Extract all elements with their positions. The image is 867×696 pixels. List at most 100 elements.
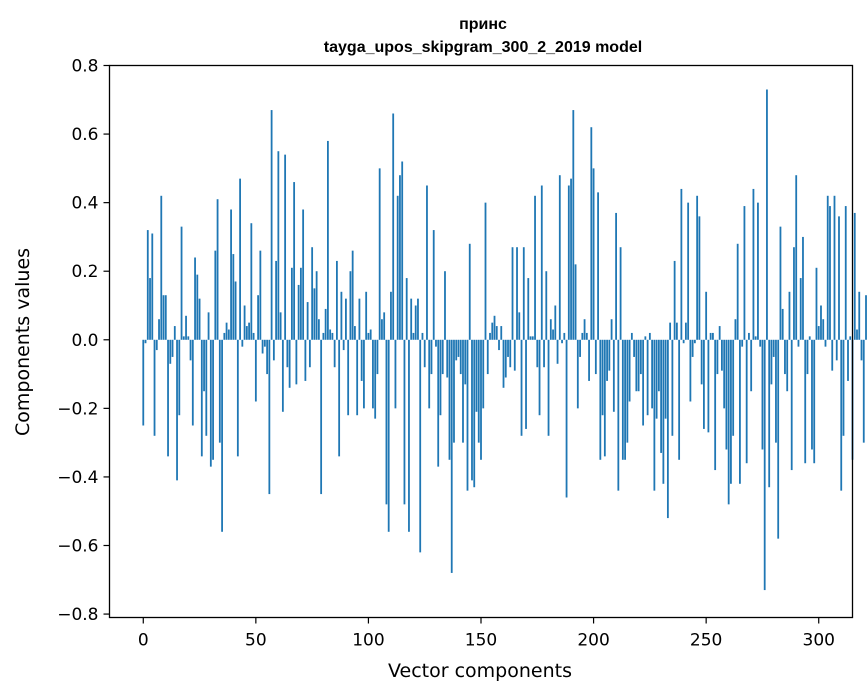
bar (628, 339, 631, 402)
bar (153, 339, 156, 436)
bar (491, 322, 494, 340)
bar (838, 216, 840, 340)
bar (570, 178, 572, 340)
bar (482, 339, 485, 409)
bar (840, 339, 843, 491)
bar (633, 339, 635, 357)
bar (372, 339, 374, 409)
bar (261, 339, 264, 354)
bar (549, 319, 552, 340)
bar (417, 298, 419, 340)
bar (648, 332, 651, 340)
x-tick-label: 250 (690, 631, 722, 651)
bar (653, 339, 656, 491)
bar (547, 339, 550, 436)
bar (468, 243, 471, 340)
bar (527, 278, 530, 340)
bar (457, 339, 460, 357)
bar (504, 339, 507, 378)
bar (630, 332, 633, 340)
bar (820, 305, 822, 340)
bar (367, 332, 370, 340)
bar (556, 339, 559, 364)
bar (239, 178, 241, 340)
bar (317, 319, 320, 340)
bar (759, 339, 762, 347)
bar (534, 195, 536, 340)
bar (626, 339, 629, 443)
bar (687, 202, 690, 340)
bar (311, 247, 314, 340)
bar (703, 339, 705, 429)
y-tick-label: 0.8 (71, 57, 98, 77)
bar (477, 339, 480, 443)
bar (655, 339, 658, 419)
bar (230, 209, 232, 340)
bar (342, 339, 345, 351)
bar (167, 339, 169, 457)
bar (250, 223, 253, 340)
bar (579, 339, 581, 357)
bar (502, 339, 505, 388)
bar (862, 339, 865, 443)
bar (295, 339, 298, 385)
bar (590, 127, 593, 340)
bar (248, 322, 250, 340)
bar (797, 339, 800, 347)
bar (194, 257, 196, 340)
bar (671, 339, 674, 436)
bar (272, 339, 275, 361)
bar (241, 339, 244, 347)
bar (441, 339, 444, 375)
bar (158, 319, 160, 340)
bar (500, 326, 503, 340)
bar (221, 339, 223, 532)
bar (320, 339, 323, 495)
bar (396, 195, 399, 340)
bar (799, 278, 802, 340)
x-tick-label: 150 (465, 631, 497, 651)
y-tick-label: −0.6 (57, 537, 98, 557)
bar (678, 339, 681, 460)
bar (538, 339, 541, 416)
bar (642, 339, 645, 426)
bar (599, 339, 602, 460)
bar (581, 332, 584, 340)
bar (700, 339, 703, 385)
bar (216, 199, 219, 340)
bar (187, 336, 190, 340)
bar (727, 339, 730, 505)
bar (349, 271, 352, 340)
bar (513, 339, 516, 371)
bar (583, 319, 586, 340)
bar (421, 332, 424, 340)
bar (236, 339, 239, 457)
bar (603, 339, 606, 457)
bar (558, 175, 561, 340)
bar (545, 271, 548, 340)
bar (608, 339, 611, 371)
bar (414, 305, 417, 340)
bar (516, 247, 518, 340)
bar (205, 339, 208, 436)
bar (612, 339, 615, 412)
bar (741, 339, 744, 347)
bar (709, 332, 712, 340)
y-tick-label: −0.2 (57, 399, 98, 419)
bar (207, 312, 210, 340)
bar (536, 339, 539, 368)
bar (345, 298, 347, 340)
bar (473, 339, 476, 488)
bar (464, 339, 467, 385)
bar (770, 339, 773, 385)
x-tick-label: 100 (352, 631, 384, 651)
bar (576, 339, 579, 409)
bar (691, 339, 694, 357)
bar (144, 339, 147, 344)
bar (675, 322, 678, 340)
bar (259, 250, 262, 340)
bar (399, 175, 401, 340)
bar (277, 151, 280, 340)
bar (829, 206, 831, 340)
